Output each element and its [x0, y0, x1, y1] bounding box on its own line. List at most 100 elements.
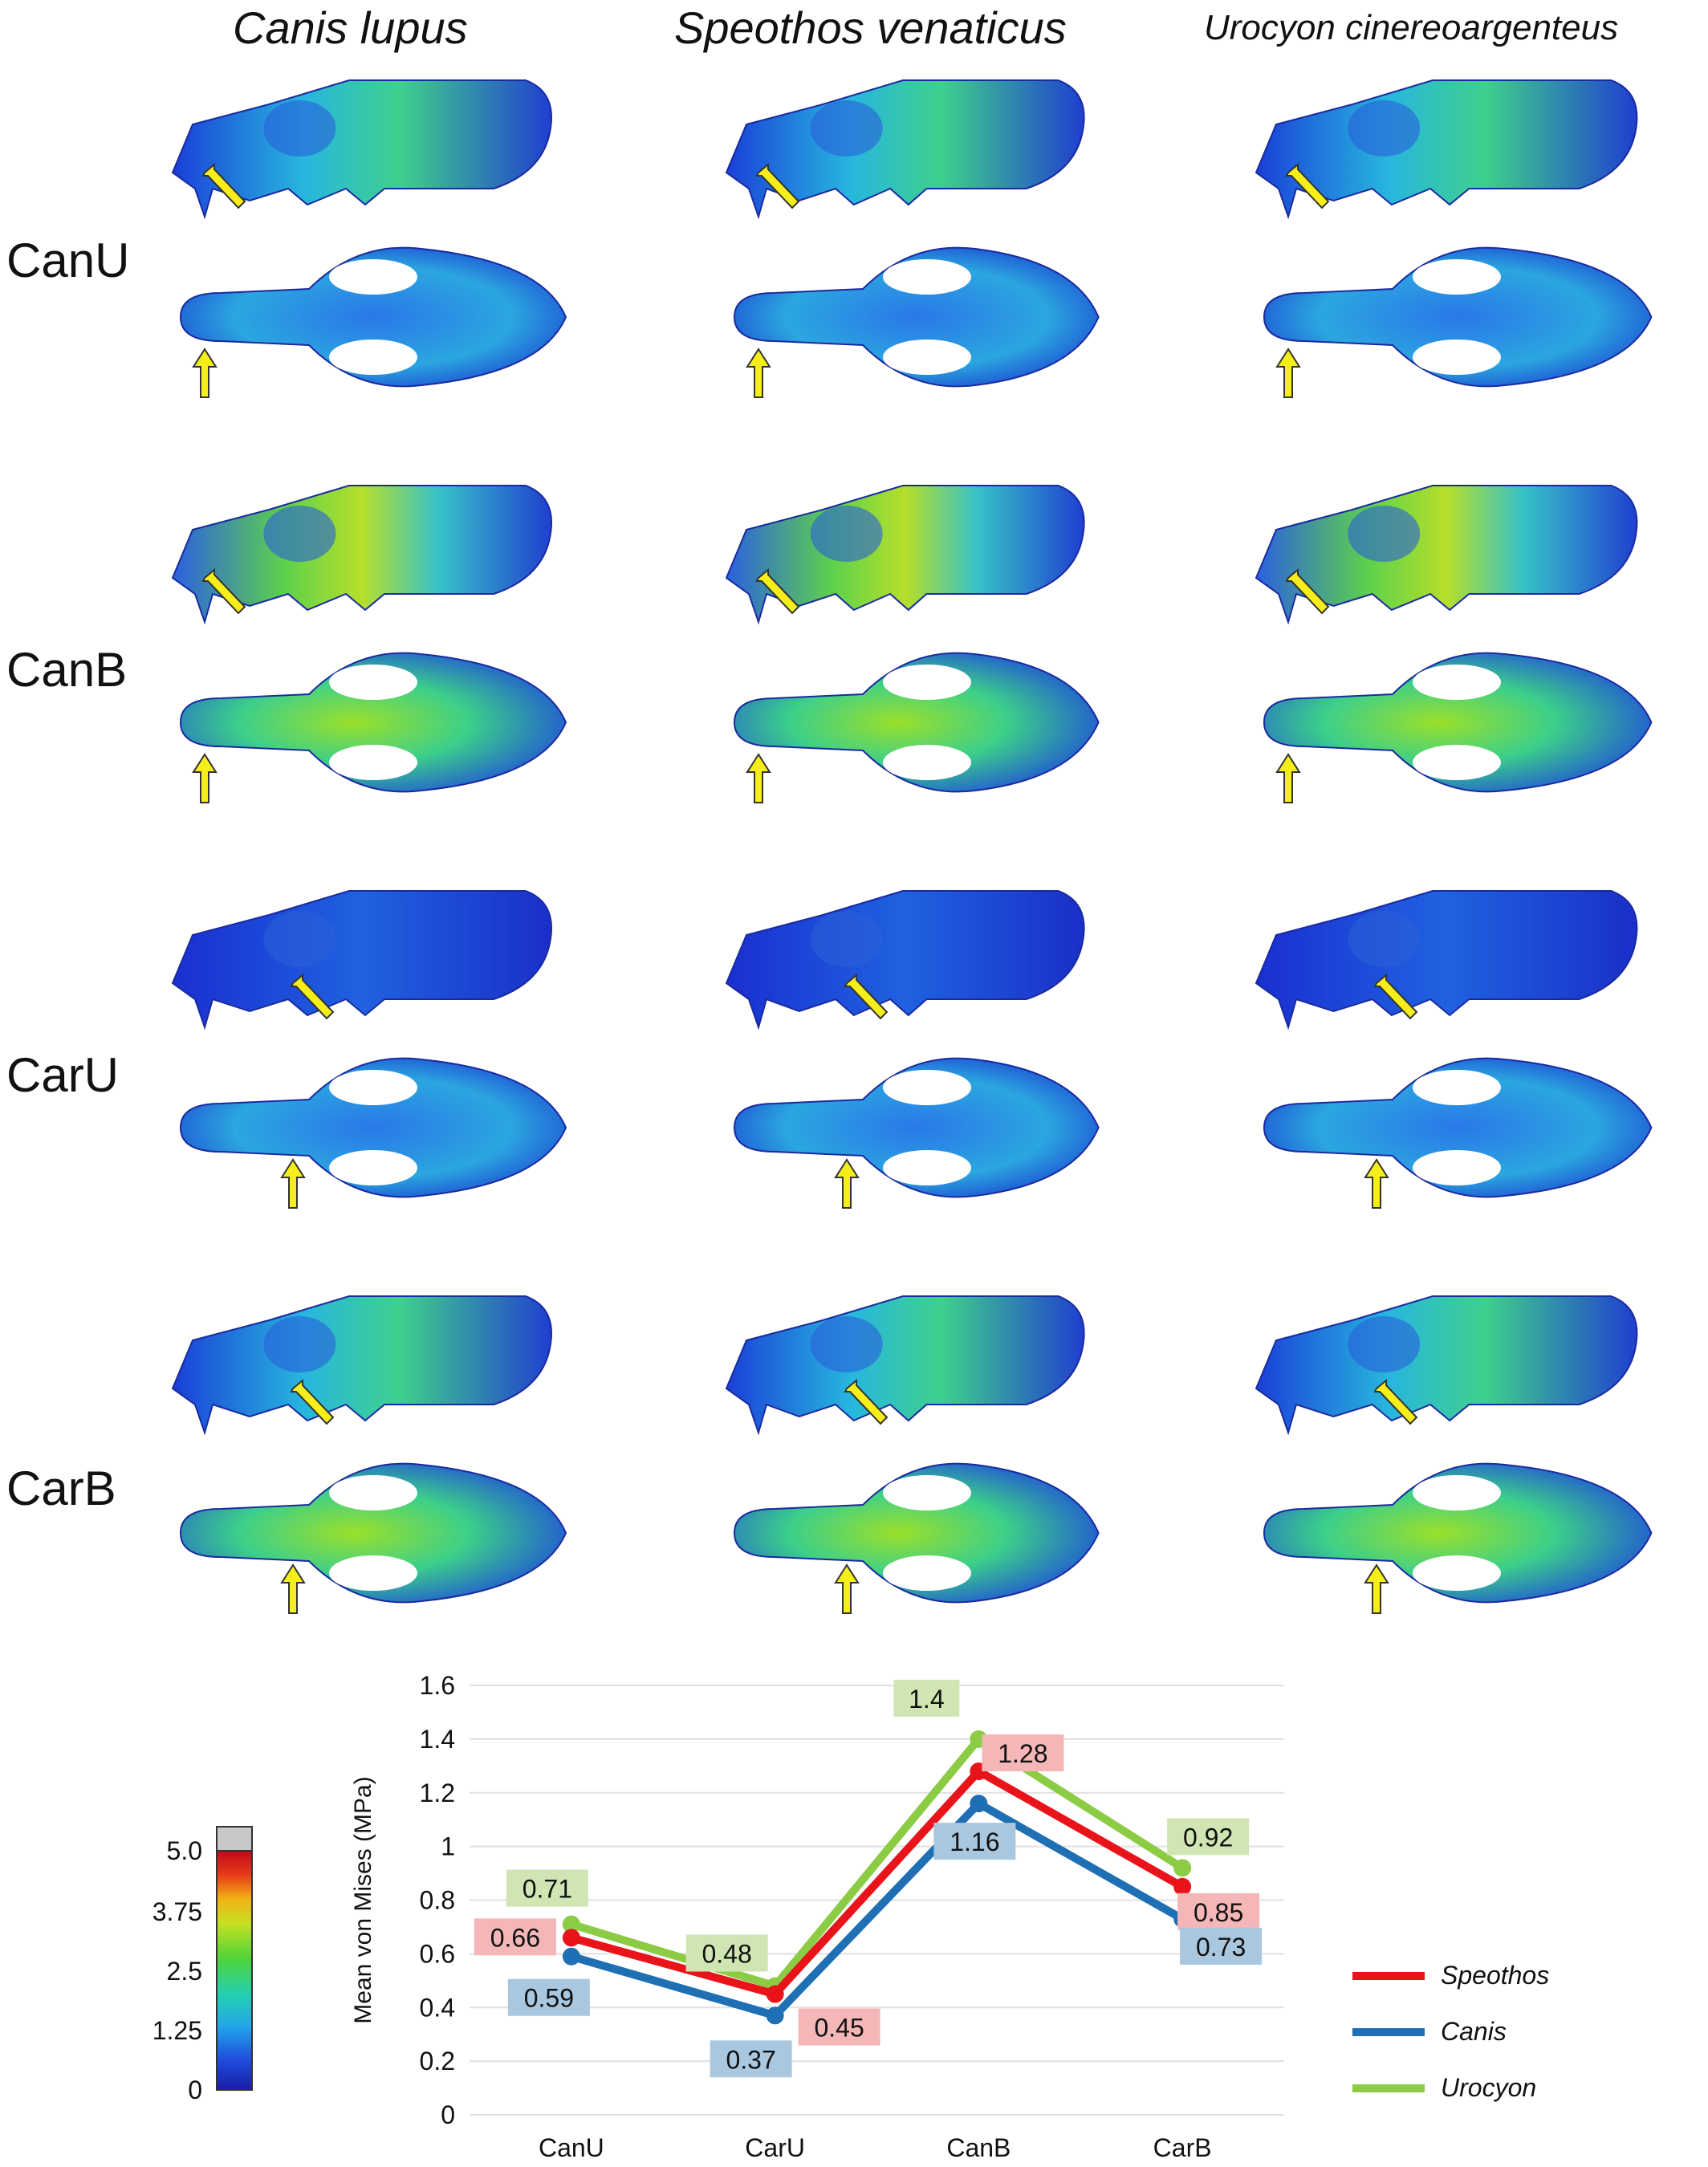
zygomatic-opening [329, 339, 417, 375]
data-label-urocyon: 0.92 [1167, 1818, 1250, 1856]
skull-pair [171, 485, 567, 803]
zygomatic-opening [1413, 745, 1501, 780]
data-point-speothos [562, 1929, 580, 1947]
skull-stress-maps [171, 79, 1653, 1614]
data-label-bg [507, 1978, 590, 2016]
row-label-canb: CanB [6, 643, 128, 697]
data-label-text: 0.92 [1183, 1823, 1233, 1852]
y-tick-label: 0 [441, 2100, 455, 2129]
y-tick-label: 0.4 [420, 1993, 455, 2022]
skull-orbit [263, 1316, 336, 1372]
zygomatic-opening [329, 745, 417, 780]
skull-dorsal-view [179, 1462, 567, 1604]
load-arrow-icon [1285, 567, 1330, 615]
zygomatic-opening [329, 1475, 417, 1510]
skull-dorsal-view [1263, 246, 1653, 388]
skull-dorsal-view [179, 246, 567, 388]
data-label-canis: 0.73 [1180, 1927, 1263, 1965]
skull-dorsal-view [733, 652, 1100, 793]
load-arrow-icon [1275, 753, 1301, 803]
series-line-canis [570, 1799, 1185, 2020]
column-title-speothos: Speothos venaticus [674, 2, 1067, 53]
y-tick-label: 1 [441, 1832, 455, 1861]
load-arrow-icon [844, 1378, 889, 1425]
load-arrow-icon [1285, 162, 1330, 209]
data-label-bg [1180, 1927, 1263, 1965]
data-label-canis: 0.37 [710, 2040, 792, 2078]
zygomatic-opening [1413, 665, 1501, 700]
row-label-canu: CanU [6, 234, 130, 287]
load-arrow-icon [746, 753, 771, 803]
load-arrow-icon [1373, 1378, 1418, 1425]
skull-pair [725, 485, 1100, 803]
zygomatic-opening [1413, 1070, 1501, 1105]
skull-pair [171, 890, 567, 1209]
data-label-canis: 0.59 [507, 1978, 590, 2016]
load-arrow-icon [1275, 348, 1301, 398]
load-arrow-icon [192, 348, 218, 398]
skull-orbit [1348, 506, 1421, 562]
y-tick-label: 0.6 [420, 1939, 455, 1968]
color-scale-bar [216, 1850, 253, 2091]
legend-label-canis: Canis [1441, 2017, 1507, 2046]
skull-orbit [810, 100, 883, 157]
data-label-bg [685, 1934, 768, 1972]
load-arrow-icon [1373, 973, 1418, 1020]
skull-orbit [1348, 1316, 1421, 1372]
skull-pair [725, 79, 1100, 398]
skull-lateral-view [1255, 79, 1638, 220]
y-tick-label: 0.8 [420, 1886, 455, 1915]
data-label-speothos: 0.85 [1177, 1893, 1260, 1930]
column-title-canis: Canis lupus [233, 2, 468, 53]
load-arrow-icon [290, 973, 335, 1020]
skull-dorsal-view [733, 246, 1100, 388]
color-scale-tick-5: 5.0 [166, 1836, 202, 1865]
color-scale-overflow [216, 1826, 253, 1852]
legend-label-speothos: Speothos [1441, 1961, 1550, 1990]
zygomatic-opening [329, 1070, 417, 1105]
load-arrow-icon [834, 1158, 860, 1209]
data-point-canis [970, 1795, 988, 1813]
color-scale-tick-25: 2.5 [166, 1957, 202, 1986]
load-arrow-icon [755, 567, 800, 615]
data-label-bg [506, 1869, 588, 1907]
skull-dorsal-view [733, 1057, 1100, 1198]
data-label-text: 0.85 [1194, 1898, 1243, 1927]
data-label-bg [798, 2008, 880, 2046]
load-arrow-icon [755, 162, 800, 209]
row-label-carb: CarB [6, 1462, 116, 1515]
skull-orbit [810, 911, 883, 967]
data-label-bg [982, 1734, 1064, 1771]
data-label-urocyon: 0.48 [685, 1934, 768, 1972]
load-arrow-icon [746, 348, 771, 398]
skull-dorsal-view [179, 652, 567, 793]
data-label-bg [710, 2040, 792, 2078]
data-point-urocyon [562, 1915, 580, 1933]
skull-orbit [263, 506, 336, 562]
y-tick-label: 1.6 [420, 1671, 455, 1700]
skull-lateral-view [171, 79, 552, 220]
data-label-text: 1.4 [909, 1685, 944, 1714]
data-point-urocyon [1173, 1859, 1192, 1877]
zygomatic-opening [1413, 1555, 1501, 1591]
skull-pair [171, 79, 567, 398]
data-label-text: 0.48 [702, 1940, 751, 1969]
skull-pair [171, 1295, 567, 1614]
load-arrow-icon [280, 1158, 306, 1209]
load-arrow-icon [290, 1378, 335, 1425]
data-label-bg [1167, 1818, 1250, 1856]
skull-pair [725, 890, 1100, 1209]
data-label-speothos: 1.28 [982, 1734, 1064, 1771]
data-label-urocyon: 1.4 [893, 1679, 960, 1717]
skull-orbit [263, 100, 336, 157]
data-label-text: 0.73 [1196, 1933, 1246, 1962]
x-tick-label: CanB [946, 2133, 1011, 2162]
zygomatic-opening [1413, 259, 1501, 295]
skull-orbit [263, 911, 336, 967]
y-tick-label: 1.2 [420, 1779, 455, 1807]
data-point-speothos [1173, 1877, 1192, 1896]
data-point-canis [766, 2006, 784, 2025]
skull-pair [1255, 485, 1653, 803]
